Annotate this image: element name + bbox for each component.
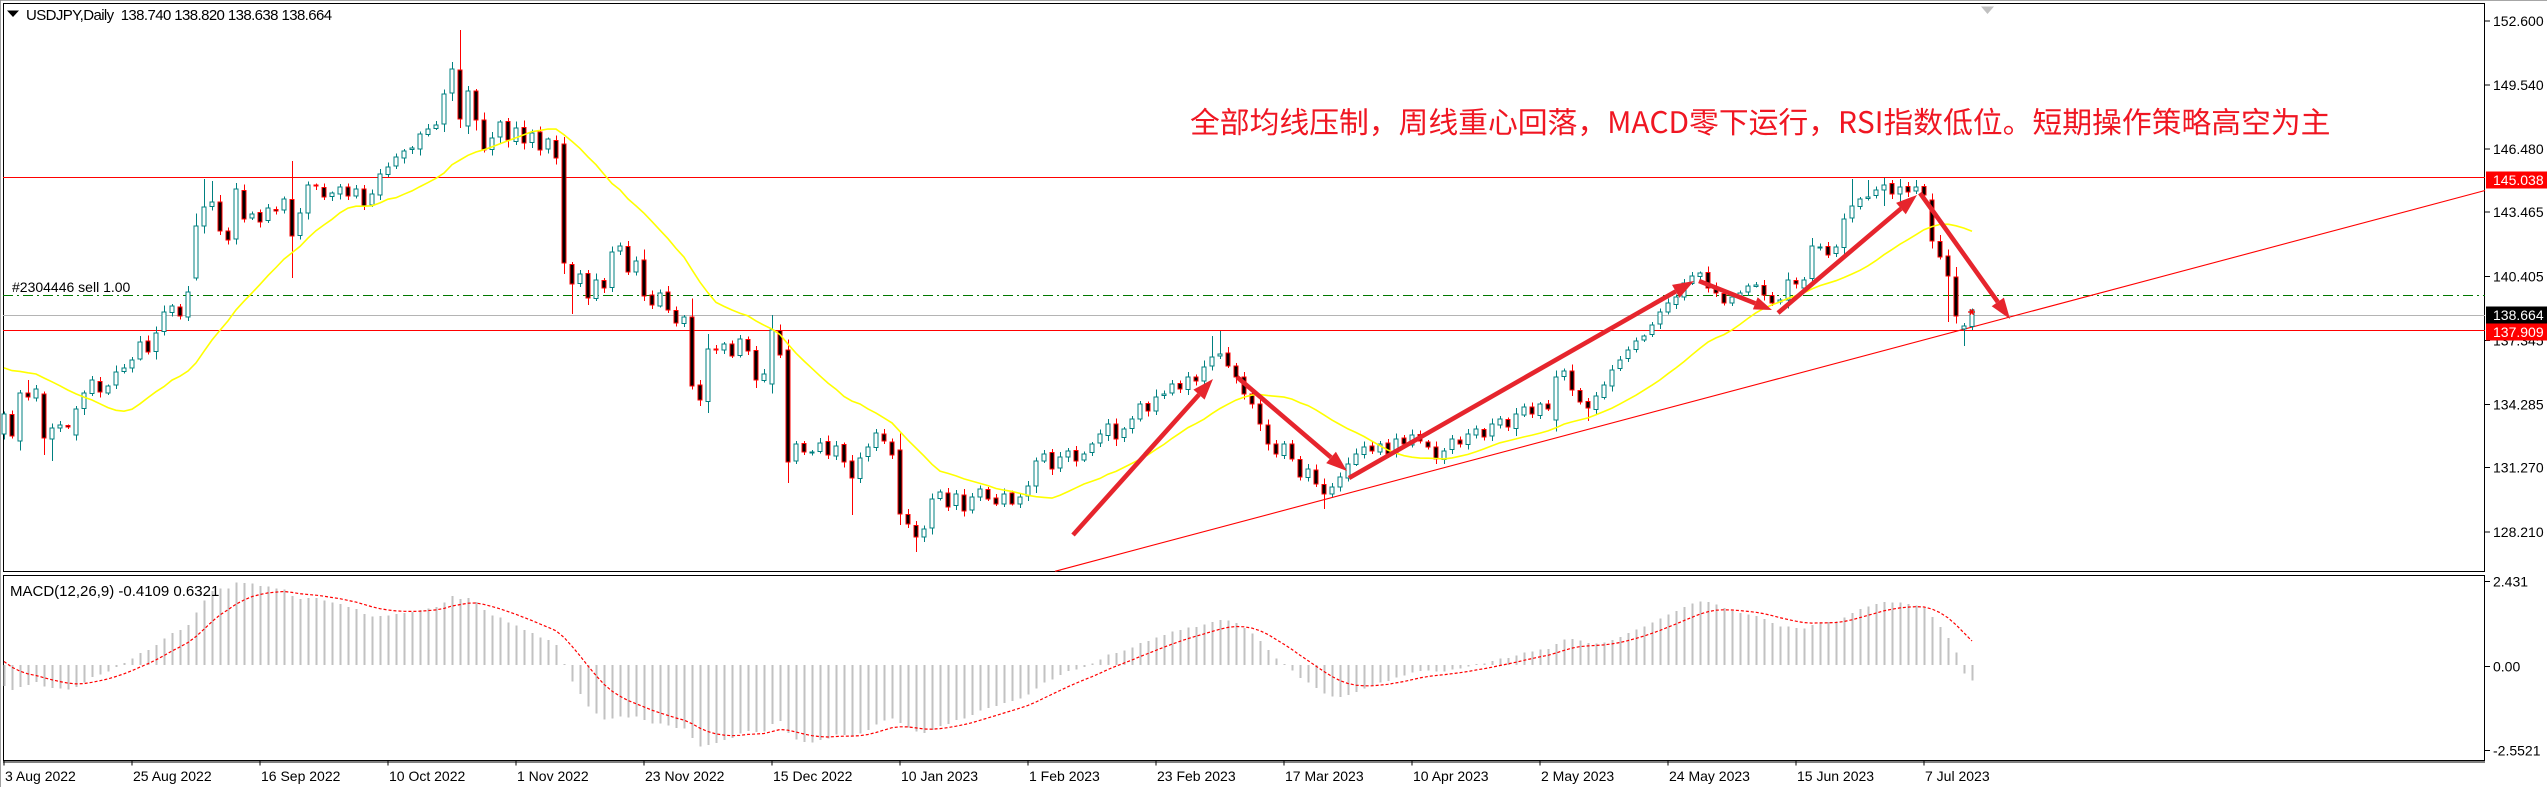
svg-text:23 Nov 2022: 23 Nov 2022 bbox=[645, 768, 725, 784]
svg-text:15 Jun 2023: 15 Jun 2023 bbox=[1797, 768, 1874, 784]
svg-text:17 Mar 2023: 17 Mar 2023 bbox=[1285, 768, 1364, 784]
svg-text:140.405: 140.405 bbox=[2493, 268, 2544, 284]
svg-text:152.600: 152.600 bbox=[2493, 13, 2544, 29]
svg-text:-2.5521: -2.5521 bbox=[2493, 743, 2541, 759]
svg-text:128.210: 128.210 bbox=[2493, 524, 2544, 540]
svg-text:1 Feb 2023: 1 Feb 2023 bbox=[1029, 768, 1100, 784]
svg-text:10 Jan 2023: 10 Jan 2023 bbox=[901, 768, 978, 784]
svg-text:3 Aug 2022: 3 Aug 2022 bbox=[5, 768, 76, 784]
svg-text:146.480: 146.480 bbox=[2493, 141, 2544, 157]
svg-text:24 May 2023: 24 May 2023 bbox=[1669, 768, 1750, 784]
svg-text:2.431: 2.431 bbox=[2493, 574, 2528, 590]
svg-text:145.038: 145.038 bbox=[2493, 172, 2544, 188]
svg-text:23 Feb 2023: 23 Feb 2023 bbox=[1157, 768, 1236, 784]
svg-text:131.270: 131.270 bbox=[2493, 460, 2544, 476]
svg-text:143.465: 143.465 bbox=[2493, 204, 2544, 220]
svg-text:134.285: 134.285 bbox=[2493, 397, 2544, 413]
svg-text:15 Dec 2022: 15 Dec 2022 bbox=[773, 768, 853, 784]
svg-text:25 Aug 2022: 25 Aug 2022 bbox=[133, 768, 212, 784]
svg-text:137.909: 137.909 bbox=[2493, 324, 2544, 340]
svg-text:2 May 2023: 2 May 2023 bbox=[1541, 768, 1614, 784]
svg-text:149.540: 149.540 bbox=[2493, 77, 2544, 93]
svg-text:16 Sep 2022: 16 Sep 2022 bbox=[261, 768, 341, 784]
svg-text:7 Jul 2023: 7 Jul 2023 bbox=[1925, 768, 1990, 784]
svg-text:10 Apr 2023: 10 Apr 2023 bbox=[1413, 768, 1489, 784]
svg-text:#2304446 sell 1.00: #2304446 sell 1.00 bbox=[12, 279, 131, 295]
svg-text:MACD(12,26,9) -0.4109 0.6321: MACD(12,26,9) -0.4109 0.6321 bbox=[10, 583, 219, 600]
svg-text:USDJPY,Daily 138.740 138.820: USDJPY,Daily 138.740 138.820 138.638 138… bbox=[26, 7, 332, 24]
svg-text:138.664: 138.664 bbox=[2493, 307, 2544, 323]
svg-text:1 Nov 2022: 1 Nov 2022 bbox=[517, 768, 589, 784]
svg-text:0.00: 0.00 bbox=[2493, 659, 2520, 675]
svg-text:10 Oct 2022: 10 Oct 2022 bbox=[389, 768, 465, 784]
